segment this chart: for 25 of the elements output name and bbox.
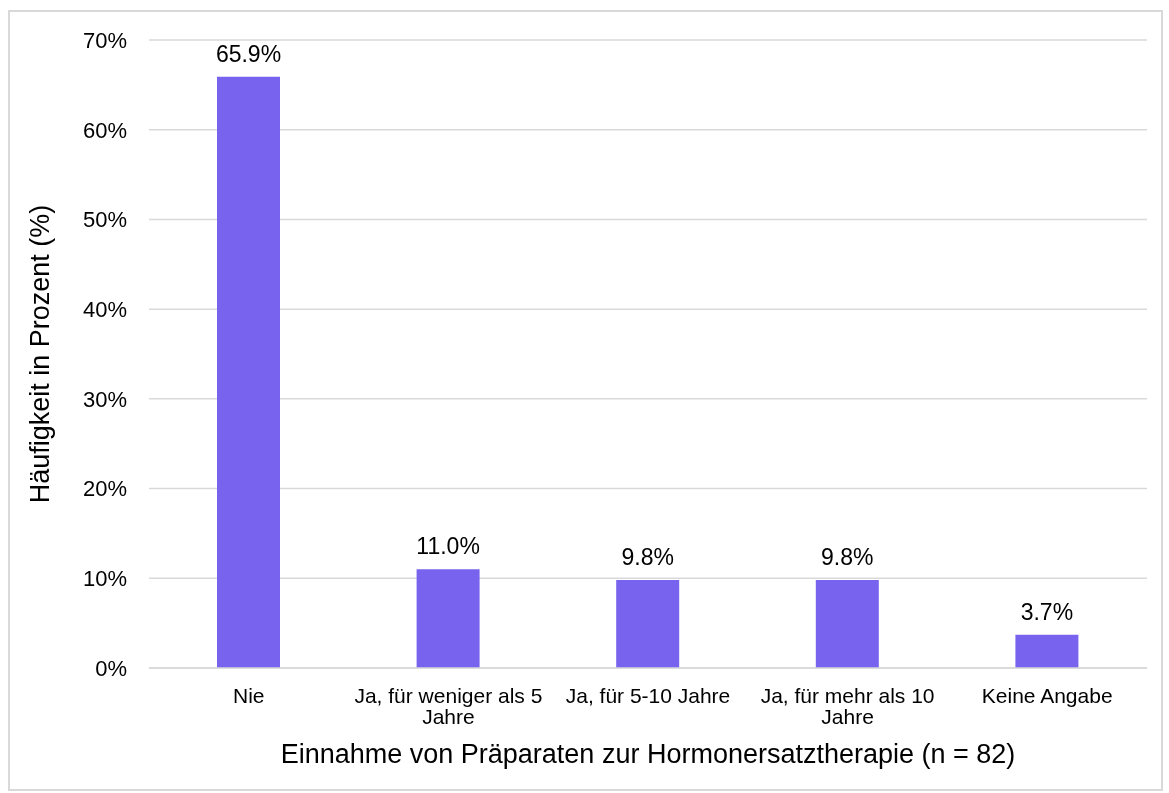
data-label: 9.8% (821, 544, 874, 571)
bar (616, 580, 680, 668)
bar (1015, 634, 1079, 668)
x-tick-label: Ja, für 5-10 Jahre (565, 683, 731, 707)
data-label: 3.7% (1020, 598, 1074, 625)
bar (217, 76, 280, 668)
x-tick-label: Nie (233, 683, 265, 707)
data-label: 9.8% (621, 544, 674, 571)
y-tick-label: 30% (82, 386, 127, 412)
bar (416, 569, 480, 668)
x-tick-label: Ja, für weniger als 5 Jahre (354, 683, 543, 728)
y-axis-title: Häufigkeit in Prozent (%) (25, 204, 55, 504)
y-tick-label: 10% (82, 566, 127, 592)
y-tick-label: 50% (82, 207, 127, 233)
y-tick-label: 60% (82, 117, 127, 143)
y-tick-label: 20% (82, 476, 127, 502)
y-tick-label: 0% (95, 655, 127, 681)
x-tick-label: Ja, für mehr als 10 Jahre (760, 683, 935, 728)
data-label: 11.0% (416, 533, 480, 560)
data-label: 65.9% (215, 40, 282, 67)
x-axis-title: Einnahme von Präparaten zur Hormonersatztherapie (n = 82) (280, 739, 1016, 769)
x-tick-label: Keine Angabe (981, 683, 1113, 707)
bar (815, 580, 879, 668)
y-tick-label: 70% (82, 27, 127, 53)
y-tick-label: 40% (82, 296, 127, 322)
